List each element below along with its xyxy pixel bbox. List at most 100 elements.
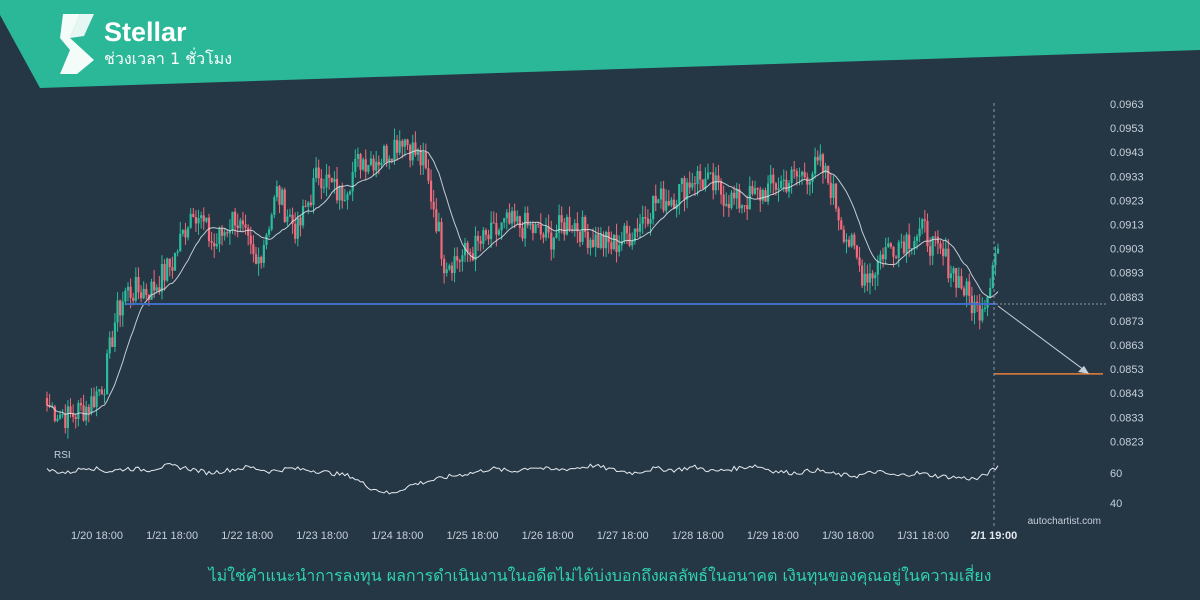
candle bbox=[712, 163, 715, 200]
candle-body bbox=[714, 175, 717, 191]
candle bbox=[955, 267, 958, 298]
candle bbox=[471, 246, 474, 262]
candle bbox=[422, 142, 425, 175]
candle-body bbox=[847, 239, 851, 247]
candle-body bbox=[471, 253, 474, 261]
y-tick-label: 0.0873 bbox=[1110, 316, 1144, 328]
candle bbox=[113, 313, 117, 353]
candle-body bbox=[281, 189, 284, 205]
y-tick-label: 0.0883 bbox=[1110, 292, 1144, 304]
candle-body bbox=[790, 169, 793, 184]
candle-body bbox=[680, 178, 683, 185]
candle bbox=[973, 294, 976, 325]
current-time-label: 2/1 19:00 bbox=[971, 530, 1017, 542]
candle bbox=[516, 210, 519, 225]
y-axis: 0.0963 0.0953 0.0943 0.0933 0.0923 0.0913 0.09… bbox=[1110, 99, 1144, 448]
candle bbox=[388, 155, 391, 170]
candle-body bbox=[531, 224, 535, 234]
y-tick-label: 0.0853 bbox=[1110, 364, 1144, 376]
candle bbox=[803, 162, 806, 179]
candle-body bbox=[239, 220, 242, 229]
candle bbox=[322, 178, 326, 194]
candle bbox=[691, 173, 694, 191]
candle bbox=[286, 209, 289, 226]
candle bbox=[312, 168, 315, 214]
candle-body bbox=[555, 232, 558, 238]
candle bbox=[618, 235, 621, 257]
candle bbox=[492, 211, 495, 224]
y-tick-label: 0.0823 bbox=[1110, 436, 1144, 448]
candle bbox=[840, 216, 843, 230]
candle-body bbox=[137, 276, 140, 293]
candle bbox=[727, 195, 730, 217]
candle bbox=[654, 184, 657, 212]
candle bbox=[218, 226, 221, 253]
candle-body bbox=[534, 224, 537, 234]
candle-body bbox=[871, 273, 874, 279]
candle bbox=[931, 236, 934, 266]
candle-body bbox=[437, 221, 440, 232]
candle-body bbox=[602, 234, 605, 249]
candle-body bbox=[244, 224, 247, 228]
candle-body bbox=[301, 205, 305, 226]
candle-body bbox=[649, 219, 652, 224]
candle bbox=[863, 262, 866, 293]
candle-body bbox=[364, 159, 367, 172]
candle-body bbox=[832, 183, 835, 198]
candle-body bbox=[524, 212, 527, 239]
candle-body bbox=[448, 265, 451, 270]
rsi-panel: RSI 60 40 bbox=[46, 450, 1122, 510]
candle-body bbox=[64, 414, 67, 428]
candle bbox=[790, 166, 793, 194]
candle bbox=[369, 151, 373, 167]
rsi-line bbox=[46, 462, 999, 495]
candle-body bbox=[594, 234, 597, 247]
candle-body bbox=[294, 223, 297, 239]
candle bbox=[753, 180, 757, 196]
candle bbox=[260, 255, 263, 269]
candle-body bbox=[766, 183, 770, 202]
candle-body bbox=[338, 186, 341, 201]
candle-body bbox=[803, 171, 806, 178]
candle bbox=[821, 152, 825, 184]
candle bbox=[701, 179, 704, 189]
candle-body bbox=[942, 248, 945, 257]
candle-body bbox=[874, 274, 877, 279]
candle-body bbox=[727, 203, 730, 208]
candle-body bbox=[866, 273, 869, 283]
candle-body bbox=[90, 396, 93, 413]
candle-body bbox=[184, 229, 187, 238]
candle bbox=[981, 297, 984, 323]
candle bbox=[184, 222, 187, 245]
candle bbox=[474, 226, 477, 272]
candle-body bbox=[291, 214, 294, 224]
page-title: Stellar bbox=[104, 17, 187, 47]
candle-body bbox=[260, 256, 263, 263]
candle-body bbox=[490, 222, 493, 240]
candle-body bbox=[552, 237, 555, 250]
candle-body bbox=[61, 414, 64, 416]
candle bbox=[719, 178, 723, 205]
candle bbox=[563, 218, 566, 241]
candle bbox=[205, 217, 208, 224]
candle-body bbox=[401, 140, 404, 147]
candle bbox=[960, 268, 963, 290]
candle-body bbox=[667, 201, 670, 206]
candle-body bbox=[218, 228, 221, 245]
candle bbox=[278, 185, 281, 214]
candle-body bbox=[599, 234, 602, 248]
candle bbox=[939, 240, 942, 255]
candle-body bbox=[226, 232, 229, 234]
candle-body bbox=[254, 254, 258, 264]
candle-body bbox=[176, 251, 179, 253]
candle-body bbox=[537, 224, 540, 226]
candle-body bbox=[171, 267, 174, 271]
candle bbox=[252, 235, 255, 263]
candle-body bbox=[207, 217, 211, 242]
candle-body bbox=[359, 154, 362, 170]
candle bbox=[257, 247, 260, 276]
candle-body bbox=[994, 253, 997, 266]
candle bbox=[706, 163, 710, 180]
candle bbox=[584, 215, 587, 238]
candle bbox=[560, 206, 563, 234]
